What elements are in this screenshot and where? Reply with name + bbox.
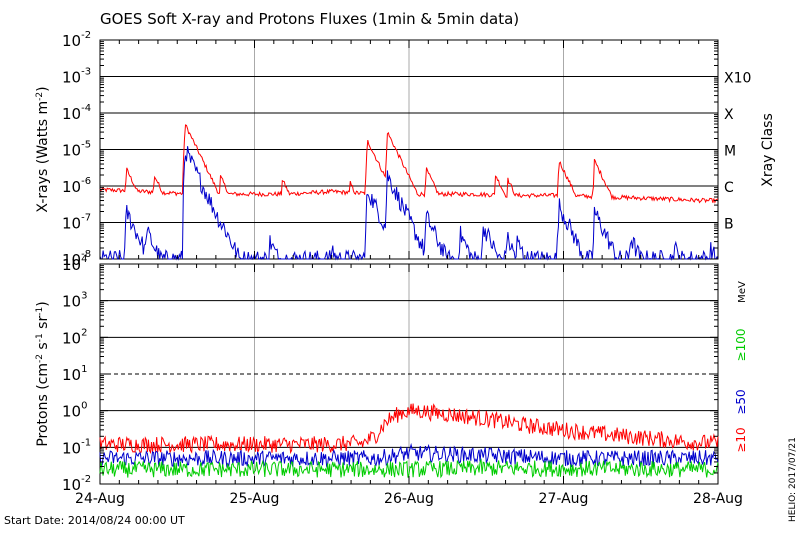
energy-unit-label: MeV — [737, 281, 748, 303]
chart-title: GOES Soft X-ray and Protons Fluxes (1min… — [100, 10, 519, 28]
y-tick-label: 104 — [62, 254, 87, 274]
proton-layer — [99, 264, 719, 484]
y-tick-label: 10-5 — [62, 140, 91, 160]
y-tick-label: 10-4 — [62, 103, 91, 123]
series-line — [99, 458, 719, 479]
y-tick-label: 10-7 — [62, 213, 91, 233]
y-tick-label: 10-2 — [62, 474, 91, 494]
x-tick-label: 26-Aug — [384, 491, 434, 507]
xray-class-label: X — [724, 107, 734, 123]
xray-class-axis-label: Xray Class — [760, 113, 776, 187]
series-line — [99, 403, 719, 455]
y-tick-label: 100 — [62, 401, 87, 421]
x-tick-label: 25-Aug — [230, 491, 280, 507]
x-tick-label: 27-Aug — [539, 491, 589, 507]
x-tick-label: 24-Aug — [75, 491, 125, 507]
y-tick-label: 103 — [62, 291, 87, 311]
xray-class-label: B — [724, 217, 734, 233]
energy-threshold-label: ≥10 — [734, 427, 748, 452]
y-tick-label: 10-8 — [62, 249, 91, 269]
y-tick-label: 10-3 — [62, 67, 91, 87]
energy-threshold-label: ≥100 — [734, 329, 748, 362]
xray-layer — [99, 40, 719, 261]
energy-threshold-label: ≥50 — [734, 389, 748, 414]
x-tick-label: 28-Aug — [693, 491, 743, 507]
credit-label: HELIO: 2017/07/21 — [788, 437, 798, 522]
xray-class-label: M — [724, 144, 736, 160]
start-date-label: Start Date: 2014/08/24 00:00 UT — [4, 514, 185, 527]
y-tick-label: 10-2 — [62, 30, 91, 50]
y-tick-label: 102 — [62, 327, 87, 347]
xray-class-label: C — [724, 180, 734, 196]
axes-layer: 10-8 10-7 10-6 10-5 10-4 10-3 10-2 X-rays (Watt… — [35, 30, 776, 507]
xray-class-label: X10 — [724, 71, 751, 87]
y-tick-label: 101 — [62, 364, 87, 384]
series-line — [99, 124, 719, 204]
y-tick-label: 10-6 — [62, 176, 91, 196]
y-axis-label: X-rays (Watts m-2) — [35, 86, 51, 212]
y-axis-label: Protons (cm-2 s-1 sr-1) — [35, 301, 51, 446]
y-tick-label: 10-1 — [62, 437, 91, 457]
series-line — [99, 442, 719, 468]
series-line — [99, 146, 719, 261]
